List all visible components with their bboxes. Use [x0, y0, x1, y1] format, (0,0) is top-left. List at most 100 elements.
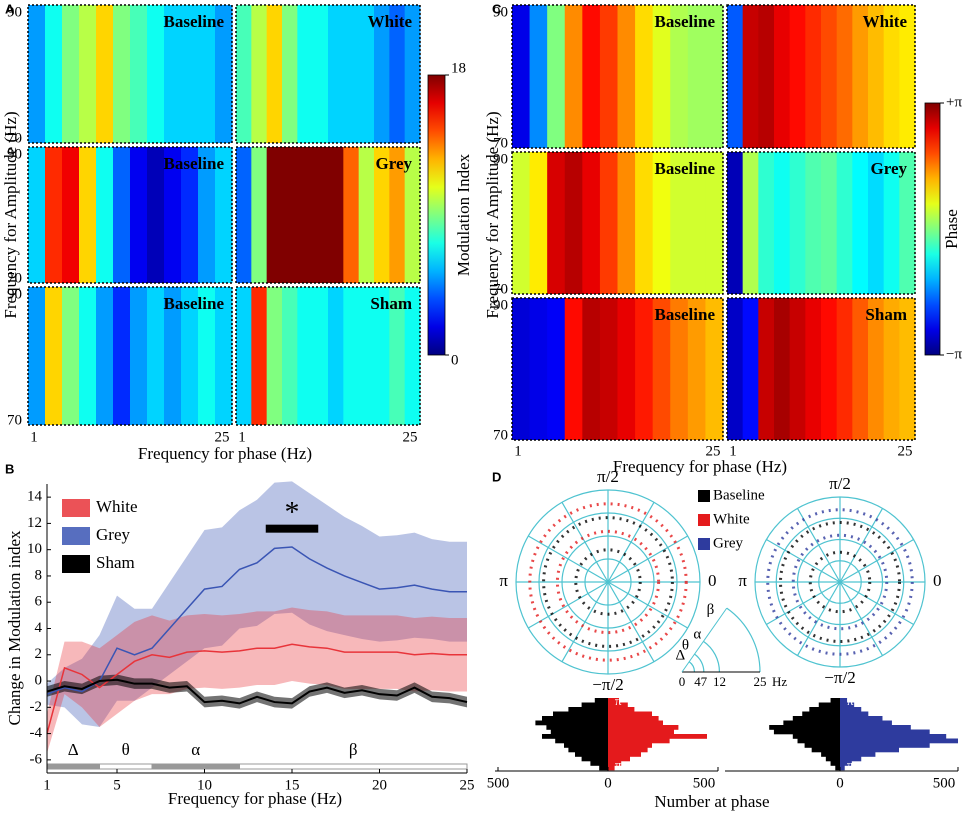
significance-bar — [265, 524, 319, 533]
histogram-bar — [608, 729, 674, 735]
heat-column — [774, 298, 791, 440]
histogram-bar — [802, 711, 840, 717]
histogram-bar — [792, 716, 840, 721]
y-tick-label: 70 — [493, 427, 508, 443]
heat-column — [358, 5, 375, 143]
x-axis-label: Frequency for phase (Hz) — [168, 789, 342, 808]
panel-label: B — [5, 461, 14, 476]
heat-column — [670, 5, 689, 148]
histogram-bar — [840, 743, 930, 748]
heat-column — [215, 287, 233, 425]
histogram-bar — [608, 734, 707, 739]
heat-column — [868, 5, 885, 148]
inset-tick-label: 7 — [701, 674, 708, 689]
histogram-bar — [608, 720, 663, 726]
panel-title: Baseline — [164, 12, 225, 31]
histogram-bar — [840, 761, 852, 766]
histogram-bar — [835, 765, 840, 771]
heat-column — [512, 298, 531, 440]
angle-label: 0 — [933, 571, 942, 590]
legend-label: Grey — [713, 535, 743, 551]
histogram-bar — [542, 716, 608, 721]
polar-dots — [808, 550, 872, 614]
histogram-bar — [818, 702, 840, 708]
histogram-bar — [840, 707, 862, 712]
heat-column — [617, 152, 636, 294]
heat-column — [164, 147, 182, 283]
panel-label: A — [5, 1, 15, 16]
y-tick-label: 90 — [493, 297, 508, 313]
heat-column — [236, 287, 252, 425]
x-axis-label: Number at phase — [654, 792, 769, 811]
legend-swatch — [698, 538, 710, 550]
histogram-bar — [809, 707, 840, 712]
heat-column — [670, 298, 689, 440]
histogram-bar — [608, 716, 659, 721]
heat-column — [547, 5, 566, 148]
y-axis-label: Change in Modulation index — [5, 530, 24, 726]
heat-column — [789, 152, 806, 294]
histogram-bar — [840, 734, 947, 739]
heat-column — [529, 298, 548, 440]
heat-column — [852, 298, 869, 440]
x-axis-label: Frequency for phase (Hz) — [613, 457, 787, 476]
heat-column — [883, 5, 900, 148]
histogram-bar — [542, 734, 608, 739]
y-tick-label: 12 — [27, 515, 42, 531]
heat-column — [705, 298, 724, 440]
heat-column — [852, 5, 869, 148]
hist-angle-label: π — [847, 757, 854, 772]
panel-border — [27, 4, 233, 144]
heat-column — [62, 287, 80, 425]
panel-title: Baseline — [164, 294, 225, 313]
heat-column — [374, 287, 390, 425]
x-tick-label: 500 — [487, 775, 510, 791]
panel-title: Grey — [870, 159, 907, 178]
hist-angle-label: π — [615, 693, 622, 708]
panel-title: Baseline — [655, 305, 716, 324]
inset-tick-label: 0 — [679, 674, 686, 689]
histogram-bar — [608, 743, 652, 748]
heat-column — [774, 5, 791, 148]
histogram-bar — [608, 747, 648, 753]
heat-column — [883, 298, 900, 440]
histogram-bar — [825, 756, 840, 762]
polar-spoke — [607, 581, 688, 629]
histogram-bar — [608, 752, 641, 757]
heat-column — [821, 298, 838, 440]
heat-column — [789, 5, 806, 148]
histogram-bar — [608, 711, 652, 717]
heat-column — [62, 5, 80, 143]
polar-dots — [791, 533, 889, 631]
histogram-bar — [830, 761, 840, 766]
y-tick-label: -6 — [30, 751, 43, 767]
polar-spoke — [561, 502, 609, 583]
heat-column — [312, 287, 329, 425]
heat-column — [147, 5, 165, 143]
legend-label: White — [713, 511, 750, 527]
heat-column — [28, 5, 46, 143]
angle-label: π/2 — [597, 467, 619, 486]
panel-title: White — [368, 12, 413, 31]
heat-column — [45, 287, 63, 425]
heat-column — [266, 147, 283, 283]
polar-spoke — [839, 581, 884, 656]
heat-column — [883, 152, 900, 294]
heat-column — [113, 5, 131, 143]
y-tick-label: 90 — [7, 286, 22, 302]
polar-spoke — [528, 581, 609, 629]
polar-spoke — [607, 535, 688, 583]
heat-column — [312, 147, 329, 283]
x-tick-label: 1 — [729, 443, 737, 459]
heat-column — [564, 5, 583, 148]
x-tick-label: 0 — [604, 775, 612, 791]
heat-column — [547, 152, 566, 294]
heat-column — [251, 147, 268, 283]
x-tick-label: 25 — [403, 429, 418, 445]
y-tick-label: -4 — [30, 725, 43, 741]
heat-column — [742, 5, 759, 148]
band-label: θ — [122, 740, 130, 759]
inset-band-label: Δ — [676, 647, 686, 663]
heat-column — [130, 147, 148, 283]
polar-dots — [766, 508, 914, 656]
